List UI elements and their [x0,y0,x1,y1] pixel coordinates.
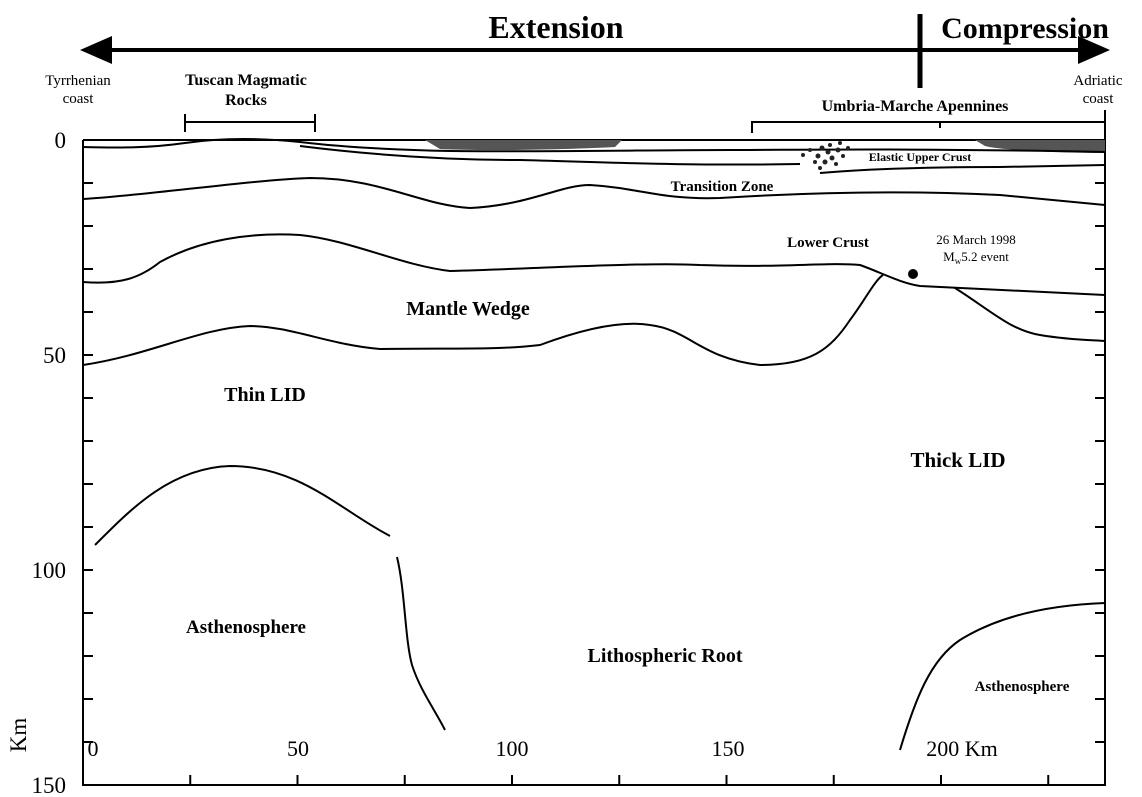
layer-label: Thick LID [910,448,1005,472]
layer-label: Lower Crust [787,235,869,251]
layer-label: Mantle Wedge [406,298,530,320]
boundary [397,557,445,730]
layer-label: Elastic Upper Crust [869,150,971,164]
depth-label: 100 [32,558,67,583]
ticks [83,183,1105,785]
layer-label: Asthenosphere [186,617,306,638]
event-rest: 5.2 event [961,249,1009,264]
depth-label: 0 [55,128,67,153]
boundary [83,178,1105,208]
depth-label: 150 [32,773,67,797]
distance-label: 200 Km [926,736,998,761]
event-magnitude: Mw5.2 event [943,249,1009,266]
distance-label: 0 [88,736,99,761]
seismicity [801,141,850,170]
location-label: coast [1083,91,1115,107]
depth-unit: Km [6,718,31,753]
event-marker [908,269,918,279]
distance-label: 100 [496,736,529,761]
location-label: Rocks [225,92,267,109]
boundary [83,275,883,365]
extension-label: Extension [488,9,623,45]
compression-label: Compression [941,12,1109,45]
layer-label: Lithospheric Root [588,645,743,667]
bracket [185,112,1105,133]
layer-label: Thin LID [224,384,306,406]
location-label: Tyrrhenian [45,73,111,89]
boundary [820,165,1105,173]
event-m: M [943,249,955,264]
distance-label: 50 [287,736,309,761]
distance-label: 150 [712,736,745,761]
location-label: Adriatic [1073,73,1122,89]
boundary [95,466,390,545]
boundary [955,288,1105,341]
location-label: Umbria-Marche Apennines [822,98,1009,115]
depth-label: 50 [43,343,66,368]
location-label: Tuscan Magmatic [185,72,307,89]
layer-label: Asthenosphere [975,679,1070,695]
boundary [900,603,1105,750]
layer-label: Transition Zone [671,179,774,195]
cross-section: Extension Compression Tyrrhenian coast T… [0,0,1142,797]
location-label: coast [63,91,95,107]
event-date: 26 March 1998 [936,232,1015,247]
